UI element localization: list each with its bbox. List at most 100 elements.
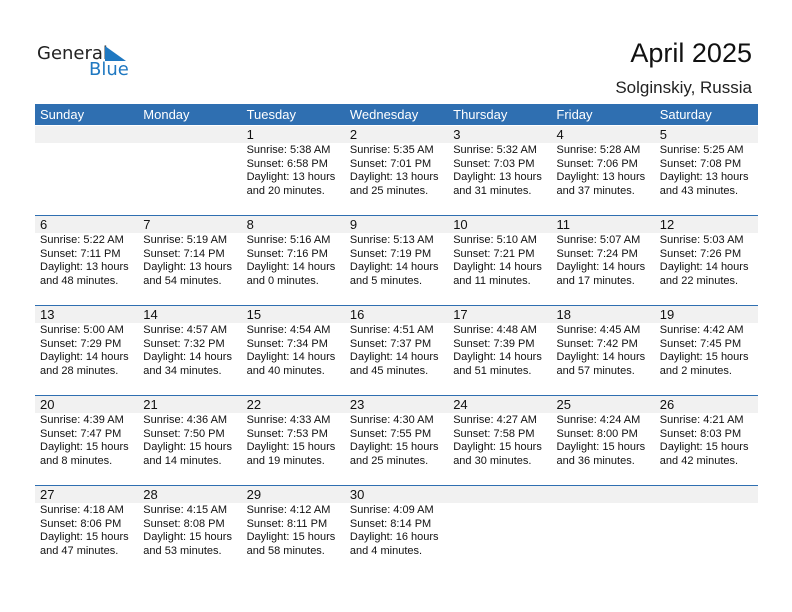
sun-info: Sunrise: 4:18 AM Sunset: 8:06 PM Daylight:… — [40, 504, 138, 558]
sun-info: Sunrise: 4:21 AM Sunset: 8:03 PM Daylight:… — [660, 414, 758, 468]
sunrise: Sunrise: 4:15 AM — [143, 504, 228, 516]
sun-info: Sunrise: 5:35 AM Sunset: 7:01 PM Daylight:… — [350, 144, 448, 198]
sun-info: Sunrise: 5:38 AM Sunset: 6:58 PM Daylight:… — [247, 144, 345, 198]
day-cell: 4 Sunrise: 5:28 AM Sunset: 7:06 PM Daylight… — [552, 126, 655, 216]
sunrise: Sunrise: 5:13 AM — [349, 234, 434, 246]
day-cell: 18 Sunrise: 4:45 AM Sunset: 7:42 PM Dayligh… — [552, 306, 655, 396]
day-number: 23 — [349, 397, 365, 412]
day-cell: 30 Sunrise: 4:09 AM Sunset: 8:14 PM Dayligh… — [345, 486, 448, 576]
week-row: 6 Sunrise: 5:22 AM Sunset: 7:11 PM Daylight… — [35, 215, 758, 306]
sun-info: Sunrise: 4:15 AM Sunset: 8:08 PM Daylight:… — [143, 504, 241, 558]
daylight-minutes: and 30 minutes. — [453, 454, 532, 467]
sunset: Sunset: 7:06 PM — [556, 157, 638, 170]
daylight-minutes: and 36 minutes. — [556, 454, 635, 467]
sun-info: Sunrise: 5:22 AM Sunset: 7:11 PM Daylight:… — [40, 234, 138, 288]
sunset: Sunset: 7:01 PM — [349, 157, 432, 170]
daylight-minutes: and 53 minutes. — [143, 544, 222, 557]
sun-info: Sunrise: 4:36 AM Sunset: 7:50 PM Daylight:… — [143, 414, 241, 468]
daylight-minutes: and 58 minutes. — [246, 544, 325, 557]
day-number: 12 — [659, 217, 675, 232]
sunset: Sunset: 7:34 PM — [246, 337, 328, 350]
sunset: Sunset: 7:58 PM — [453, 427, 535, 440]
daylight: Daylight: 15 hours — [40, 441, 129, 453]
daylight: Daylight: 14 hours — [453, 261, 542, 273]
day-number: 8 — [246, 217, 254, 232]
daylight: Daylight: 14 hours — [246, 351, 336, 363]
sunrise: Sunrise: 4:57 AM — [143, 324, 228, 336]
daylight: Daylight: 14 hours — [453, 351, 542, 363]
day-cell: 16 Sunrise: 4:51 AM Sunset: 7:37 PM Dayligh… — [345, 306, 448, 396]
sunset: Sunset: 7:45 PM — [659, 337, 742, 350]
daylight-minutes: and 19 minutes. — [246, 454, 325, 467]
sunset: Sunset: 7:39 PM — [453, 337, 535, 350]
day-number: 20 — [40, 397, 55, 412]
sun-info: Sunrise: 4:48 AM Sunset: 7:39 PM Daylight:… — [453, 324, 551, 378]
date-band — [35, 126, 758, 143]
day-number: 16 — [349, 307, 365, 322]
day-cell: 26 Sunrise: 4:21 AM Sunset: 8:03 PM Dayligh… — [655, 396, 758, 486]
day-number: 22 — [246, 397, 262, 412]
sunset: Sunset: 7:16 PM — [246, 247, 328, 260]
day-cell: 29 Sunrise: 4:12 AM Sunset: 8:11 PM Dayligh… — [242, 486, 345, 576]
sunset: Sunset: 8:00 PM — [556, 427, 638, 440]
weekday-thursday: Thursday — [453, 107, 508, 122]
day-number: 14 — [143, 307, 158, 322]
day-cell: 1 Sunrise: 5:38 AM Sunset: 6:58 PM Daylight… — [242, 126, 345, 216]
sunrise: Sunrise: 4:39 AM — [40, 414, 124, 426]
date-band — [35, 396, 758, 413]
day-cell: 22 Sunrise: 4:33 AM Sunset: 7:53 PM Dayligh… — [242, 396, 345, 486]
sunset: Sunset: 7:03 PM — [453, 157, 535, 170]
sun-info: Sunrise: 5:32 AM Sunset: 7:03 PM Daylight:… — [453, 144, 551, 198]
weekday-friday: Friday — [556, 107, 593, 122]
day-cell: 11 Sunrise: 5:07 AM Sunset: 7:24 PM Dayligh… — [552, 216, 655, 306]
day-number: 4 — [556, 127, 564, 142]
day-number: 13 — [40, 307, 55, 322]
day-cell: 13 Sunrise: 5:00 AM Sunset: 7:29 PM Dayligh… — [35, 306, 138, 396]
sun-info: Sunrise: 4:30 AM Sunset: 7:55 PM Daylight:… — [350, 414, 448, 468]
weekday-sunday: Sunday — [40, 107, 85, 122]
sunrise: Sunrise: 5:22 AM — [40, 234, 124, 246]
sunrise: Sunrise: 4:18 AM — [40, 504, 124, 516]
day-cell: 5 Sunrise: 5:25 AM Sunset: 7:08 PM Daylight… — [655, 126, 758, 216]
sun-info: Sunrise: 4:57 AM Sunset: 7:32 PM Daylight:… — [143, 324, 241, 378]
sunset: Sunset: 7:11 PM — [40, 247, 121, 260]
sunset: Sunset: 7:08 PM — [659, 157, 742, 170]
sunset: Sunset: 8:03 PM — [659, 427, 742, 440]
daylight-minutes: and 45 minutes. — [349, 364, 429, 377]
sunrise: Sunrise: 5:16 AM — [246, 234, 331, 246]
daylight: Daylight: 14 hours — [246, 261, 336, 273]
day-cell: 17 Sunrise: 4:48 AM Sunset: 7:39 PM Dayligh… — [448, 306, 551, 396]
sun-info: Sunrise: 4:24 AM Sunset: 8:00 PM Daylight:… — [557, 414, 655, 468]
daylight: Daylight: 15 hours — [246, 441, 336, 453]
sunset: Sunset: 7:19 PM — [349, 247, 432, 260]
sun-info: Sunrise: 4:27 AM Sunset: 7:58 PM Daylight:… — [453, 414, 551, 468]
sunrise: Sunrise: 5:25 AM — [659, 144, 744, 156]
sunset: Sunset: 7:24 PM — [556, 247, 638, 260]
sun-info: Sunrise: 4:42 AM Sunset: 7:45 PM Daylight:… — [660, 324, 758, 378]
daylight: Daylight: 15 hours — [659, 351, 749, 363]
daylight: Daylight: 13 hours — [246, 171, 336, 183]
day-cell: 24 Sunrise: 4:27 AM Sunset: 7:58 PM Dayligh… — [448, 396, 551, 486]
daylight: Daylight: 15 hours — [349, 441, 439, 453]
daylight: Daylight: 15 hours — [40, 531, 129, 543]
week-row: 1 Sunrise: 5:38 AM Sunset: 6:58 PM Daylight… — [35, 126, 758, 216]
daylight: Daylight: 14 hours — [349, 351, 439, 363]
date-band — [35, 306, 758, 323]
daylight: Daylight: 14 hours — [556, 261, 646, 273]
sun-info: Sunrise: 4:54 AM Sunset: 7:34 PM Daylight:… — [247, 324, 345, 378]
date-band — [35, 216, 758, 233]
day-cell: 15 Sunrise: 4:54 AM Sunset: 7:34 PM Dayligh… — [242, 306, 345, 396]
sunrise: Sunrise: 5:28 AM — [556, 144, 641, 156]
weekday-tuesday: Tuesday — [246, 107, 296, 122]
sunrise: Sunrise: 4:51 AM — [349, 324, 434, 336]
sun-info: Sunrise: 4:09 AM Sunset: 8:14 PM Daylight:… — [350, 504, 448, 558]
week-row: 20 Sunrise: 4:39 AM Sunset: 7:47 PM Dayligh… — [35, 395, 758, 486]
daylight-minutes: and 28 minutes. — [40, 364, 119, 377]
day-cell: 3 Sunrise: 5:32 AM Sunset: 7:03 PM Daylight… — [448, 126, 551, 216]
sunset: Sunset: 7:50 PM — [143, 427, 225, 440]
day-cell: 14 Sunrise: 4:57 AM Sunset: 7:32 PM Dayligh… — [138, 306, 241, 396]
sunset: Sunset: 8:06 PM — [40, 517, 122, 530]
logo-text-general: General — [37, 43, 108, 64]
daylight-minutes: and 40 minutes. — [246, 364, 325, 377]
